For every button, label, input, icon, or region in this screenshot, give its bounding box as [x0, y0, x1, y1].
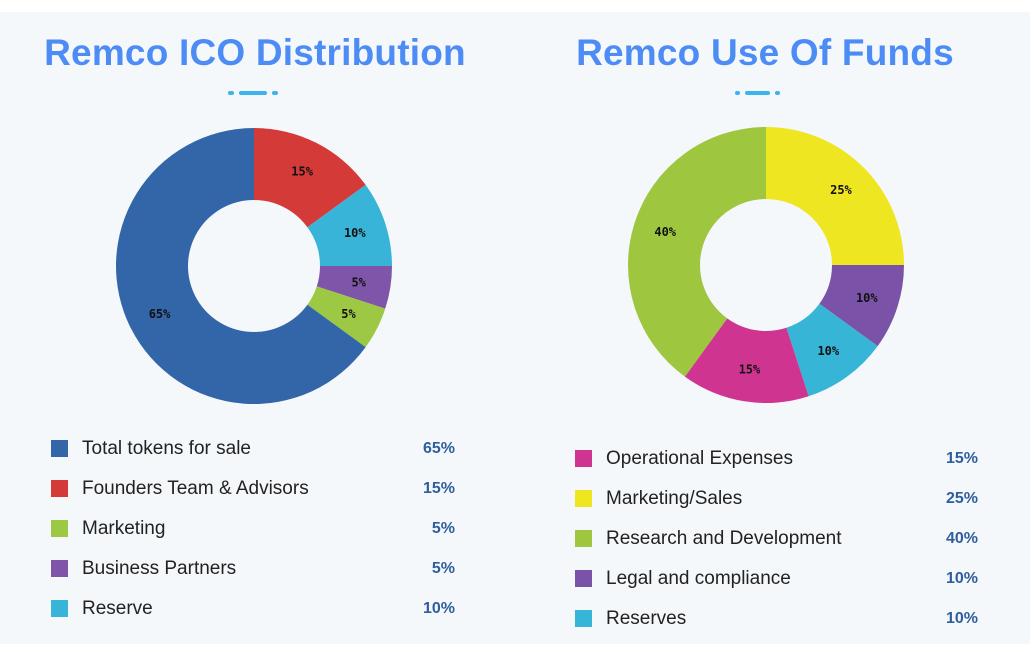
slice-marketing-sales — [766, 127, 904, 265]
legend-swatch — [51, 440, 68, 457]
legend-value: 15% — [422, 480, 455, 497]
legend-value: 10% — [422, 600, 455, 617]
slice-founders-team-advisors — [254, 128, 366, 228]
page-background: Remco ICO Distribution 15% 10% 5% 5% 65% Tot… — [0, 12, 1030, 644]
legend-label: Legal and compliance — [606, 568, 791, 589]
legend-item: Marketing/Sales 25% — [515, 488, 1030, 510]
slice-data-label: 5% — [341, 307, 356, 321]
slice-reserves — [786, 303, 878, 397]
legend-item: Marketing 5% — [0, 518, 515, 540]
slice-data-label: 40% — [654, 225, 676, 239]
legend-swatch — [575, 490, 592, 507]
legend-value: 5% — [431, 520, 455, 537]
slice-marketing — [307, 286, 386, 348]
legend-item: Founders Team & Advisors 15% — [0, 478, 515, 500]
slice-reserve — [307, 184, 392, 266]
legend-swatch — [575, 570, 592, 587]
legend-item: Reserves 10% — [515, 608, 1030, 630]
legend-value: 40% — [945, 530, 978, 547]
ico-distribution-donut: 15% 10% 5% 5% 65% — [116, 128, 392, 404]
legend-label: Total tokens for sale — [82, 438, 251, 459]
legend-label: Business Partners — [82, 558, 237, 579]
legend-label: Marketing — [82, 518, 166, 539]
slice-data-label: 15% — [291, 165, 313, 179]
slice-data-label: 25% — [830, 183, 852, 197]
legend-item: Reserve 10% — [0, 598, 515, 620]
legend-value: 15% — [945, 450, 978, 467]
legend-item: Total tokens for sale 65% — [0, 438, 515, 460]
legend-label: Reserve — [82, 598, 153, 619]
legend-label: Operational Expenses — [606, 448, 793, 469]
use-of-funds-donut: 25% 10% 10% 15% 40% — [628, 127, 904, 403]
chart-title: Remco ICO Distribution — [44, 32, 466, 73]
legend-item: Research and Development 40% — [515, 528, 1030, 550]
legend-value: 65% — [422, 440, 455, 457]
legend-swatch — [51, 520, 68, 537]
legend-value: 10% — [945, 570, 978, 587]
legend-value: 25% — [945, 490, 978, 507]
use-of-funds-panel: Remco Use Of Funds 25% 10% 10% 15% 40% Opera… — [515, 12, 1030, 644]
slice-legal-and-compliance — [819, 265, 904, 347]
legend-swatch — [51, 480, 68, 497]
slice-data-label: 15% — [739, 363, 761, 377]
slice-data-label: 10% — [344, 226, 366, 240]
legend-label: Research and Development — [606, 528, 842, 549]
slice-data-label: 65% — [149, 307, 171, 321]
legend-label: Reserves — [606, 608, 687, 629]
ico-distribution-panel: Remco ICO Distribution 15% 10% 5% 5% 65% Tot… — [0, 12, 515, 644]
legend-swatch — [51, 560, 68, 577]
chart-title: Remco Use Of Funds — [576, 32, 954, 73]
legend-value: 10% — [945, 610, 978, 627]
legend-swatch — [51, 600, 68, 617]
slice-operational-expenses — [684, 318, 809, 403]
slice-data-label: 10% — [817, 344, 839, 358]
legend-swatch — [575, 450, 592, 467]
slice-business-partners — [316, 266, 392, 309]
legend-label: Marketing/Sales — [606, 488, 743, 509]
slice-total-tokens-for-sale — [116, 128, 366, 404]
legend-swatch — [575, 610, 592, 627]
legend-label: Founders Team & Advisors — [82, 478, 309, 499]
legend-item: Operational Expenses 15% — [515, 448, 1030, 470]
legend-swatch — [575, 530, 592, 547]
legend-item: Legal and compliance 10% — [515, 568, 1030, 590]
slice-research-and-development — [628, 127, 766, 377]
slice-data-label: 5% — [351, 276, 366, 290]
legend-item: Business Partners 5% — [0, 558, 515, 580]
slice-data-label: 10% — [856, 291, 878, 305]
legend-value: 5% — [431, 560, 455, 577]
